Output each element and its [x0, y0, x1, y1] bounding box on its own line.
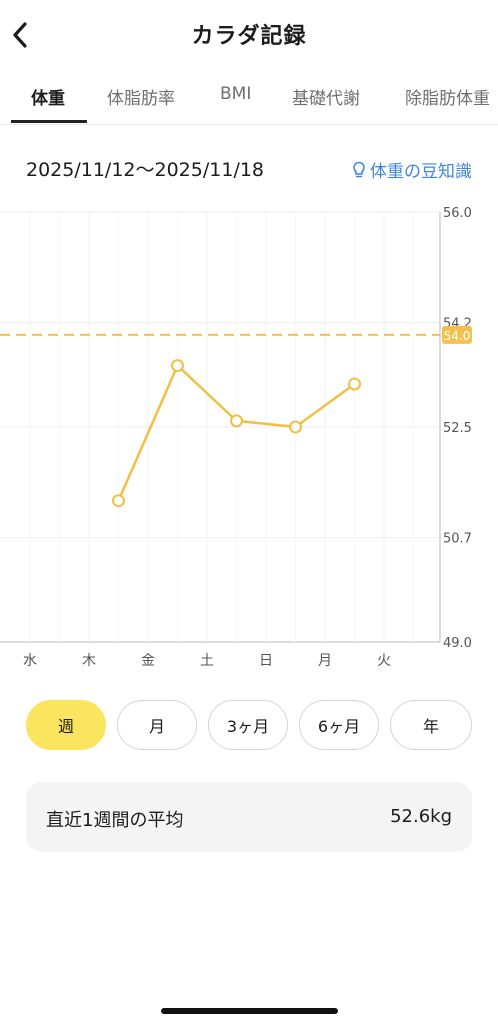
tab-lean-body-mass[interactable]: 除脂肪体重 — [405, 89, 490, 109]
period-year-button[interactable]: 年 — [390, 700, 472, 750]
average-value: 52.6kg — [390, 806, 452, 827]
tab-weight[interactable]: 体重 — [31, 89, 65, 109]
period-3month-button[interactable]: 3ヶ月 — [208, 700, 288, 750]
x-tick-label: 金 — [141, 653, 155, 669]
weight-tips-label: 体重の豆知識 — [370, 162, 472, 182]
y-tick-label: 56.0 — [443, 206, 472, 221]
lightbulb-icon — [353, 161, 365, 177]
data-point — [348, 377, 361, 391]
x-tick-label: 土 — [200, 653, 214, 669]
weight-tips-link[interactable]: 体重の豆知識 — [352, 157, 472, 182]
metric-tabs: 体重 体脂肪率 BMI 基礎代謝 除脂肪体重 — [0, 68, 498, 125]
x-tick-label: 水 — [23, 653, 37, 669]
average-label: 直近1週間の平均 — [46, 810, 184, 831]
y-tick-label: 50.7 — [443, 532, 472, 547]
weight-line-chart: 56.054.252.550.749.054.0水木金土日月火 — [0, 206, 472, 669]
period-selector: 週 月 3ヶ月 6ヶ月 年 — [26, 700, 472, 752]
chevron-left-icon — [13, 22, 27, 48]
data-point — [171, 359, 184, 373]
tab-body-fat[interactable]: 体脂肪率 — [107, 89, 175, 109]
tab-bmi[interactable]: BMI — [220, 84, 252, 104]
tab-basal-metabolism[interactable]: 基礎代謝 — [292, 89, 360, 109]
home-indicator[interactable] — [161, 1008, 338, 1014]
period-week-button[interactable]: 週 — [26, 700, 106, 750]
y-tick-label: 52.5 — [443, 421, 472, 436]
goal-badge — [442, 325, 472, 344]
data-point — [112, 494, 125, 508]
page-title: カラダ記録 — [191, 24, 307, 49]
period-6month-button[interactable]: 6ヶ月 — [299, 700, 379, 750]
x-tick-label: 日 — [259, 653, 273, 669]
x-tick-label: 月 — [318, 653, 332, 669]
active-tab-indicator — [11, 120, 87, 123]
back-button[interactable] — [6, 17, 36, 53]
period-month-button[interactable]: 月 — [117, 700, 197, 750]
date-range: 2025/11/12〜2025/11/18 — [26, 159, 265, 181]
x-tick-label: 木 — [82, 653, 96, 669]
goal-label: 54.0 — [444, 329, 471, 343]
data-point — [289, 420, 302, 434]
x-tick-label: 火 — [377, 653, 391, 669]
weekly-average-card: 直近1週間の平均 52.6kg — [26, 782, 472, 852]
data-point — [230, 414, 243, 428]
y-tick-label: 49.0 — [443, 636, 472, 651]
app-header: カラダ記録 — [0, 0, 498, 68]
